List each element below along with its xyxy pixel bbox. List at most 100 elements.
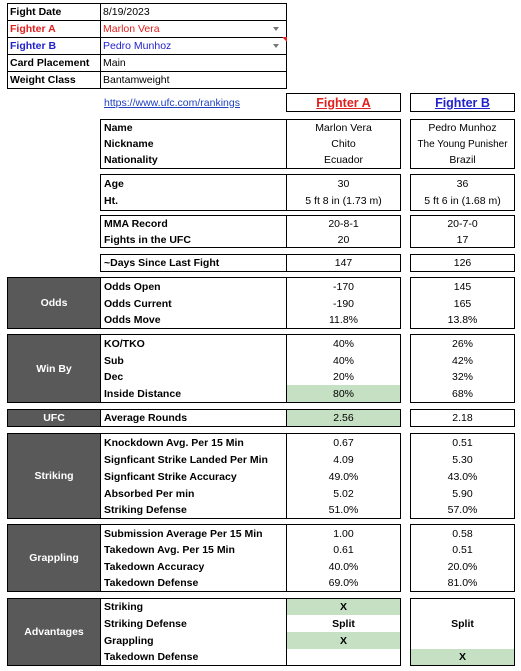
grappling-block [100, 524, 401, 592]
age-b: 36 [456, 177, 469, 190]
ufc-fights-b: 17 [456, 234, 469, 246]
adv-striking-label: Striking [104, 601, 144, 613]
dropdown-arrow-icon[interactable] [273, 27, 279, 31]
odds-move-b: 13.8% [447, 314, 478, 326]
rankings-link[interactable]: https://www.ufc.com/rankings [104, 96, 240, 109]
odds-block [100, 277, 401, 329]
height-a: 5 ft 8 in (1.73 m) [305, 195, 382, 207]
days-since-b: 126 [453, 257, 472, 269]
odds-current-label: Odds Current [104, 297, 172, 310]
ufc-block [100, 409, 401, 427]
strike-accuracy-label: Signficant Strike Accuracy [104, 470, 237, 483]
ko-tko-label: KO/TKO [104, 337, 145, 350]
ufc-fights-a: 20 [337, 234, 350, 246]
adv-takedown-defense-b: X [411, 649, 514, 665]
fighter-a-label: Fighter A [10, 22, 56, 35]
adv-striking-a: X [287, 599, 400, 615]
mma-record-b: 20-7-0 [447, 218, 478, 230]
weight-class-value[interactable]: Bantamweight [103, 74, 170, 86]
striking-defense-label: Striking Defense [104, 504, 187, 516]
advantages-block [100, 598, 401, 666]
slpm-label: Signficant Strike Landed Per Min [104, 453, 268, 466]
ko-tko-a: 40% [332, 337, 354, 350]
odds-move-label: Odds Move [104, 314, 161, 326]
age-a: 30 [337, 177, 350, 190]
nickname-b: The Young Punisher [417, 138, 508, 150]
nickname-label: Nickname [104, 138, 154, 150]
dropdown-arrow-icon[interactable] [273, 44, 279, 48]
submission-avg-a: 1.00 [333, 527, 354, 540]
odds-current-b: 165 [453, 297, 472, 310]
striking-section-label: Striking [7, 433, 101, 519]
slpm-a: 4.09 [333, 453, 354, 466]
ko-tko-b: 26% [451, 337, 473, 350]
advantages-section-label: Advantages [7, 598, 101, 666]
dec-b: 32% [451, 371, 473, 383]
height-label: Ht. [104, 195, 118, 207]
sub-b: 42% [451, 354, 473, 367]
takedown-accuracy-label: Takedown Accuracy [104, 560, 205, 573]
ufc-fights-label: Fights in the UFC [104, 234, 191, 246]
odds-move-a: 11.8% [329, 314, 358, 326]
average-rounds-b: 2.18 [452, 412, 473, 424]
nickname-a: Chito [331, 138, 356, 150]
grappling-section-label: Grappling [7, 524, 101, 592]
days-since-label: ~Days Since Last Fight [104, 257, 220, 269]
knockdown-a: 0.67 [333, 436, 354, 449]
days-block [100, 254, 401, 272]
age-label: Age [104, 177, 124, 190]
fight-date-value[interactable]: 8/19/2023 [103, 5, 150, 18]
inside-distance-label: Inside Distance [104, 387, 182, 400]
comment-indicator-icon [282, 37, 287, 42]
days-since-a: 147 [334, 257, 353, 269]
fighter-b-dropdown[interactable]: Pedro Munhoz [103, 39, 172, 52]
takedown-avg-a: 0.61 [333, 544, 354, 556]
absorbed-label: Absorbed Per min [104, 487, 195, 500]
slpm-b: 5.30 [452, 453, 473, 466]
striking-defense-a: 51.0% [328, 504, 359, 516]
adv-grappling-label: Grappling [104, 634, 154, 647]
body-block [100, 174, 401, 211]
record-block [100, 215, 401, 248]
average-rounds-a: 2.56 [287, 410, 400, 426]
weight-class-label: Weight Class [10, 74, 76, 86]
odds-current-a: -190 [332, 297, 354, 310]
adv-takedown-defense-label: Takedown Defense [104, 651, 199, 663]
adv-grappling-a: X [287, 632, 400, 649]
takedown-defense-label: Takedown Defense [104, 577, 199, 589]
name-label: Name [104, 121, 133, 134]
odds-open-b: 145 [453, 280, 472, 293]
knockdown-label: Knockdown Avg. Per 15 Min [104, 436, 244, 449]
name-a: Marlon Vera [315, 121, 372, 134]
name-b: Pedro Munhoz [428, 121, 497, 134]
striking-defense-b: 57.0% [447, 504, 478, 516]
absorbed-b: 5.90 [452, 487, 473, 500]
ufc-section-label: UFC [7, 409, 101, 427]
submission-avg-b: 0.58 [452, 527, 473, 540]
odds-section-label: Odds [7, 277, 101, 329]
fight-info-table [7, 3, 287, 89]
takedown-avg-label: Takedown Avg. Per 15 Min [104, 544, 235, 556]
adv-striking-defense-label: Striking Defense [104, 617, 187, 630]
mma-record-a: 20-8-1 [328, 218, 359, 230]
nationality-a: Ecuador [323, 154, 364, 166]
takedown-accuracy-a: 40.0% [328, 560, 359, 573]
sub-label: Sub [104, 354, 124, 367]
inside-distance-a: 80% [287, 385, 400, 402]
sub-a: 40% [332, 354, 354, 367]
takedown-defense-b: 81.0% [447, 577, 478, 589]
fighter-b-label: Fighter B [10, 39, 57, 52]
fighter-a-dropdown[interactable]: Marlon Vera [103, 22, 160, 35]
profile-block [100, 119, 401, 169]
height-b: 5 ft 6 in (1.68 m) [424, 195, 501, 207]
inside-distance-b: 68% [451, 387, 473, 400]
striking-block [100, 433, 401, 519]
dec-a: 20% [332, 371, 354, 383]
adv-striking-defense-b: Split [451, 617, 474, 630]
fighter-b-header: Fighter B [410, 93, 515, 112]
takedown-accuracy-b: 20.0% [447, 560, 478, 573]
odds-open-label: Odds Open [104, 280, 161, 293]
fighter-a-header: Fighter A [286, 93, 401, 112]
card-placement-value[interactable]: Main [103, 56, 126, 69]
nationality-b: Brazil [449, 154, 476, 166]
